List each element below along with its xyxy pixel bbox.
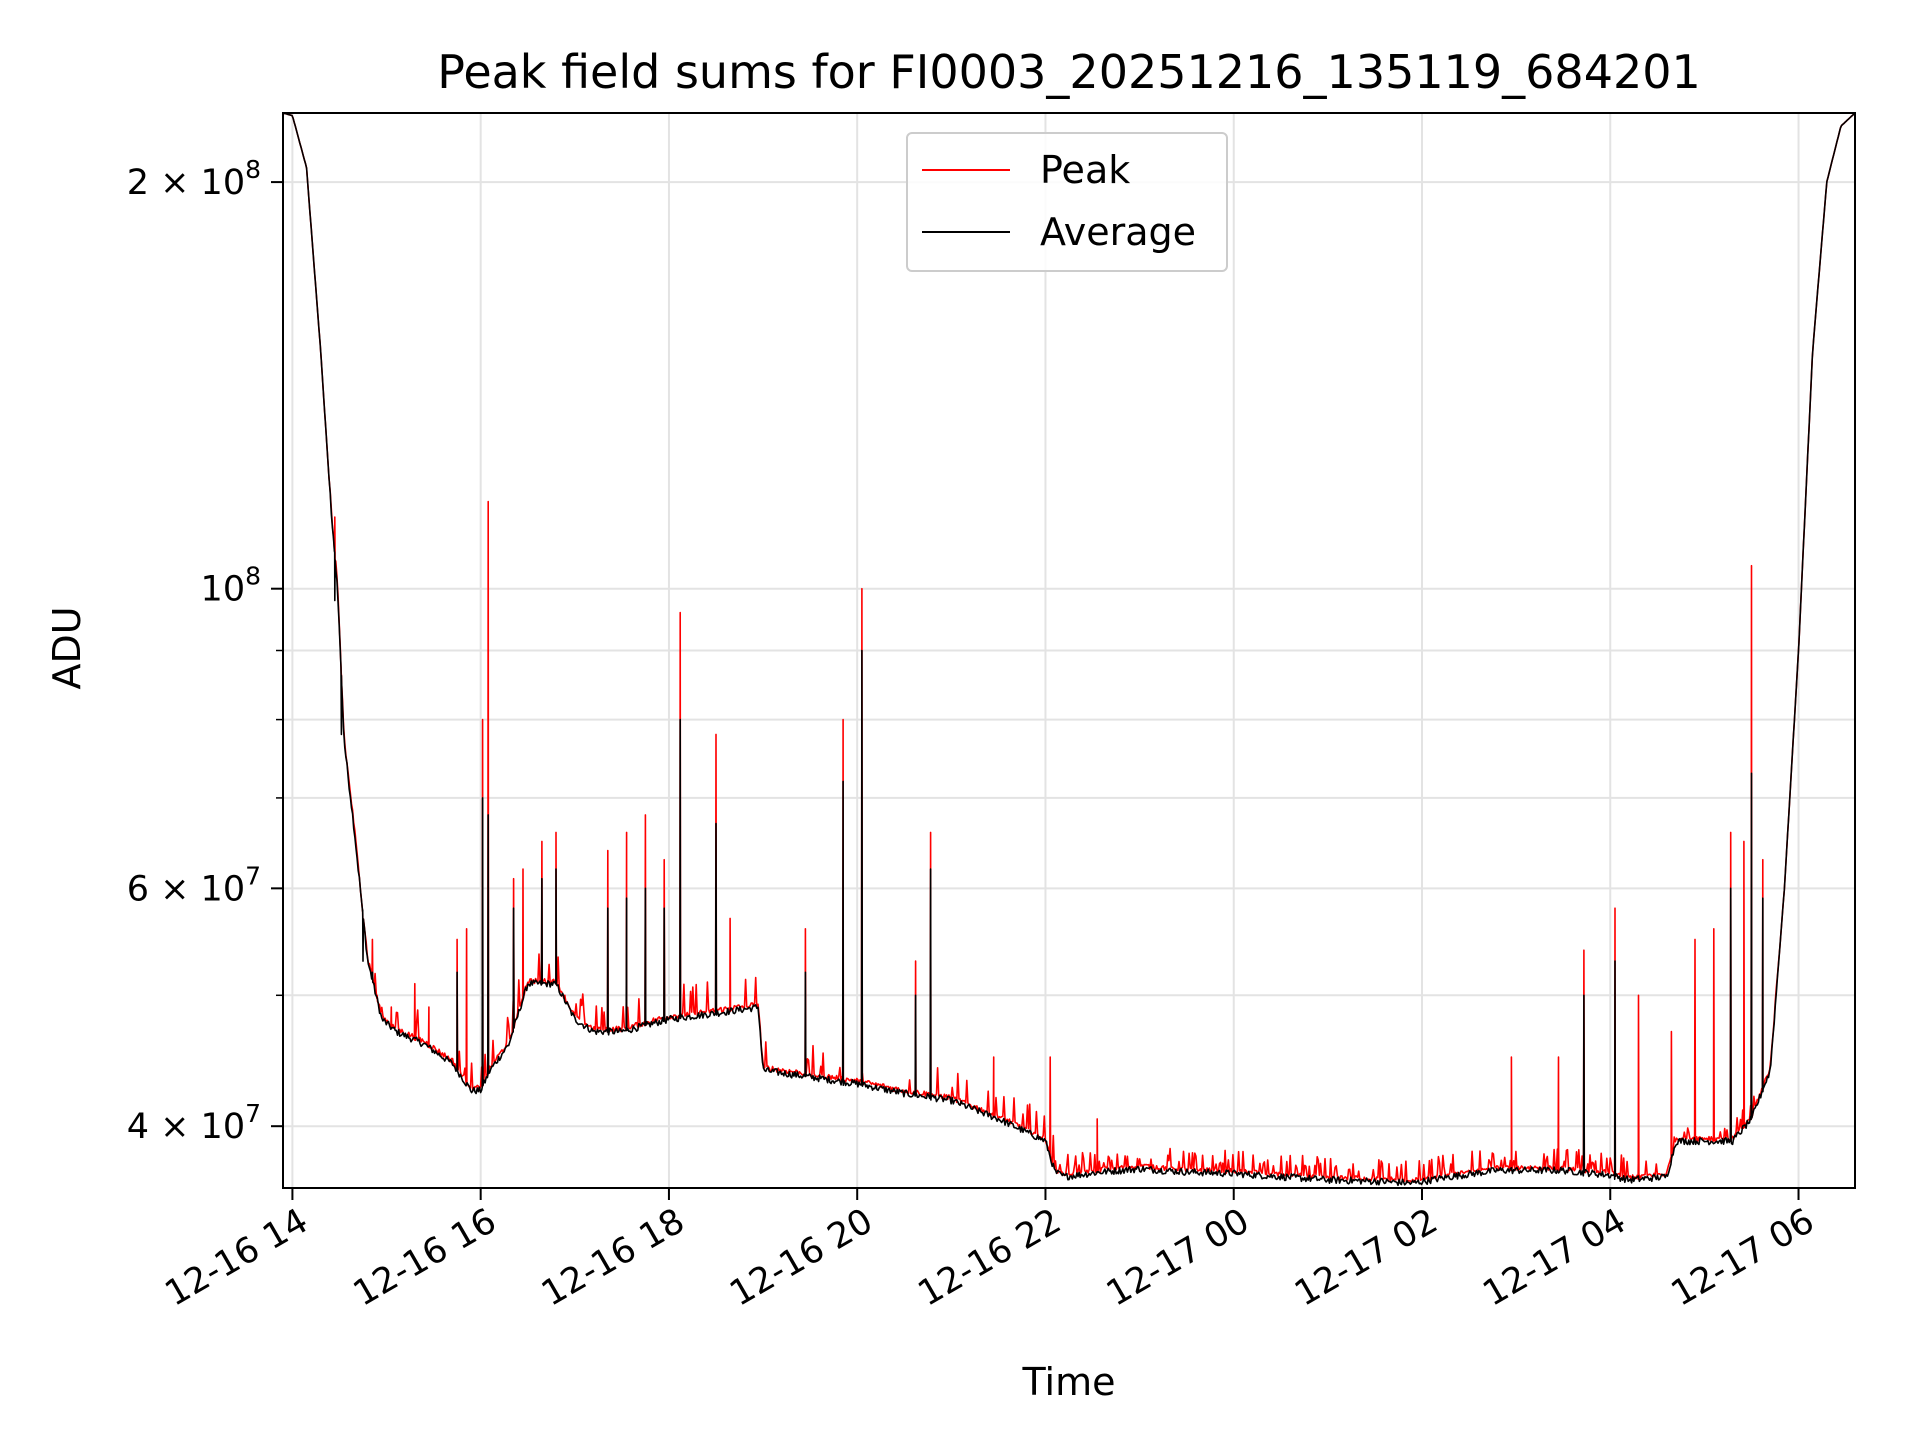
series-layer [283, 113, 1855, 1187]
chart-title: Peak field sums for FI0003_20251216_1351… [437, 45, 1701, 99]
legend: Peak Average [906, 132, 1228, 272]
x-tick-label: 12-17 04 [1476, 1201, 1632, 1314]
y-tick-label: 2 × 108 [127, 155, 261, 203]
y-tick-label: 4 × 107 [127, 1099, 261, 1147]
x-tick-label: 12-17 02 [1288, 1201, 1444, 1314]
y-tick-label: 6 × 107 [127, 861, 261, 909]
x-tick-label: 12-16 18 [535, 1201, 691, 1314]
x-tick-label: 12-16 22 [912, 1201, 1068, 1314]
x-tick-label: 12-16 16 [347, 1201, 503, 1314]
y-axis-label: ADU [45, 606, 89, 689]
legend-average-label: Average [1040, 210, 1196, 254]
legend-peak-label: Peak [1040, 148, 1130, 192]
y-tick-label: 108 [201, 562, 261, 610]
x-tick-label: 12-16 14 [159, 1201, 315, 1314]
x-axis-label: Time [1022, 1360, 1116, 1404]
average-series-line [283, 113, 1855, 1187]
peak-series-line [283, 113, 1855, 1184]
x-tick-label: 12-17 00 [1100, 1201, 1256, 1314]
grid-layer [283, 113, 1855, 1188]
x-tick-label: 12-17 06 [1665, 1201, 1821, 1314]
tick-layer: 12-16 14 12-16 16 12-16 18 12-16 20 12-16 22… [127, 155, 1821, 1314]
x-tick-label: 12-16 20 [723, 1201, 879, 1314]
legend-box [906, 132, 1228, 272]
